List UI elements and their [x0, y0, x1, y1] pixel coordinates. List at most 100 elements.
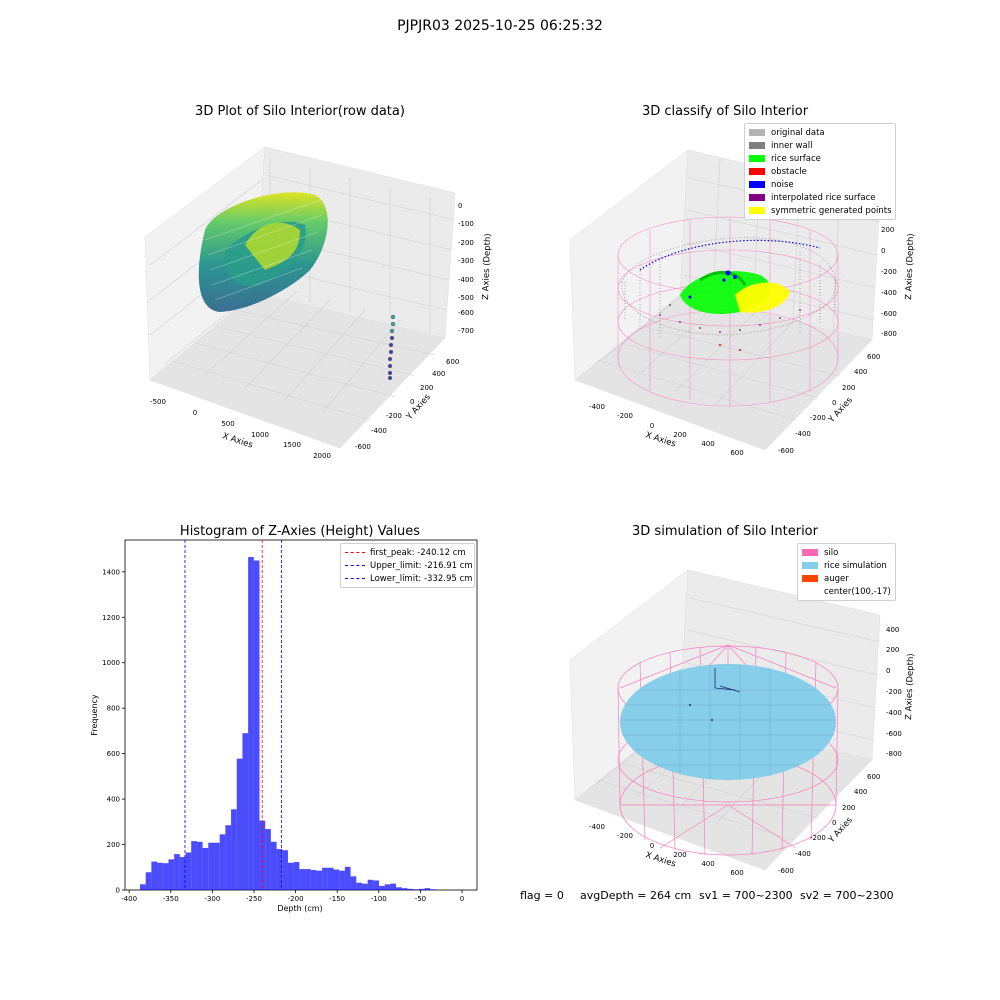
plot2-xtick: -200: [617, 412, 633, 420]
legend-item: symmetric generated points: [745, 204, 895, 217]
plot4-title: 3D simulation of Silo Interior: [632, 524, 818, 539]
legend-swatch: [749, 155, 765, 162]
histogram-bars: [139, 557, 436, 890]
legend-item: center(100,-17): [798, 585, 895, 598]
plot1-ztick: -700: [458, 327, 474, 335]
plot2-ytick: 200: [842, 384, 855, 392]
plot1-ytick: 400: [432, 370, 445, 378]
plot4-ytick: 600: [867, 773, 880, 781]
legend-item: inner wall: [745, 139, 895, 152]
plot1-xtick: -500: [150, 398, 166, 406]
legend-item: original data: [745, 126, 895, 139]
plot4-zlabel: Z Axies (Depth): [904, 653, 916, 720]
plot2-ztick: -400: [881, 289, 897, 297]
histogram-xticks: -400 -350 -300 -250 -200 -150 -100 -50 0: [121, 890, 464, 903]
histogram-xtick-label: -50: [415, 895, 426, 903]
histogram-xtick-label: -300: [204, 895, 220, 903]
legend-item: silo: [798, 546, 895, 559]
plot1-xlabel: X Axies: [221, 431, 254, 450]
legend-swatch: [749, 207, 765, 214]
legend-label: original data: [771, 127, 825, 138]
figure-title: PJPJR03 2025-10-25 06:25:32: [397, 18, 603, 34]
plot3-title: Histogram of Z-Axies (Height) Values: [179, 524, 421, 539]
histogram-bar: [287, 862, 294, 890]
plot2-xtick: 200: [673, 431, 686, 439]
plot4-ytick: -600: [778, 867, 794, 875]
histogram-bar: [293, 862, 300, 890]
histogram-bar: [430, 889, 436, 890]
histogram-bar: [179, 857, 186, 890]
histogram-bar: [373, 880, 380, 890]
histogram-bar: [327, 867, 334, 890]
plot1-ytick: -200: [386, 412, 402, 420]
histogram-bar: [139, 884, 146, 890]
plot2-title: 3D classify of Silo Interior: [641, 104, 809, 119]
legend-item: noise: [745, 178, 895, 191]
histogram-bar: [236, 758, 243, 890]
histogram-bar: [299, 869, 306, 890]
legend-label: obstacle: [771, 166, 807, 177]
histogram-bar: [162, 863, 169, 890]
histogram-bar: [242, 733, 249, 890]
histogram-legend: first_peak: -240.12 cm Upper_limit: -216…: [340, 543, 475, 588]
legend-item: Upper_limit: -216.91 cm: [341, 559, 474, 572]
status-flag: flag = 0: [520, 889, 564, 902]
histogram-bar: [157, 862, 163, 890]
histogram-bar: [208, 842, 214, 890]
plot1-xtick: 500: [221, 420, 234, 428]
histogram-bar: [384, 884, 391, 890]
legend-swatch: [802, 588, 818, 595]
rice-simulation-surface: [620, 664, 836, 780]
plot2-ytick: -400: [795, 430, 811, 438]
legend-item: interpolated rice surface: [745, 191, 895, 204]
histogram-bar: [322, 867, 328, 890]
plot4-xtick: 0: [650, 842, 654, 850]
plot4-ztick: 0: [886, 667, 890, 675]
legend-label: symmetric generated points: [771, 205, 892, 216]
histogram-bar: [168, 859, 175, 890]
plot4-xtick: -200: [617, 832, 633, 840]
plot2-ztick: 200: [881, 226, 894, 234]
plot1-ytick: 200: [420, 384, 433, 392]
plot4-ztick: -600: [886, 730, 902, 738]
histogram-xtick-label: -150: [329, 895, 345, 903]
legend-swatch: [802, 575, 818, 582]
histogram-ytick-label: 200: [107, 841, 120, 849]
plot1-ztick: -100: [458, 220, 474, 228]
histogram-bar: [219, 834, 226, 890]
histogram-xtick-label: -400: [121, 895, 137, 903]
plot4-ztick: -200: [886, 688, 902, 696]
plot1-ztick: 0: [458, 202, 462, 210]
histogram-bar: [253, 560, 260, 890]
plot4-ytick: 400: [854, 788, 867, 796]
histogram-bar: [145, 872, 152, 890]
plot1-ztick: -200: [458, 239, 474, 247]
plot4-legend: silo rice simulation auger center(100,-1…: [797, 543, 896, 601]
plot1-ylabel: Y Axies: [404, 392, 433, 423]
histogram-bar: [265, 829, 271, 890]
plot2-ytick: -600: [778, 447, 794, 455]
histogram-xtick-label: -100: [371, 895, 387, 903]
legend-swatch: [749, 194, 765, 201]
histogram-bar: [185, 852, 192, 890]
histogram-xtick-label: -350: [163, 895, 179, 903]
histogram-bar: [407, 888, 414, 890]
plot2-ztick: 0: [881, 247, 885, 255]
histogram-ytick-label: 400: [107, 796, 120, 804]
histogram-bar: [282, 850, 288, 890]
histogram-ylabel: Frequency: [90, 694, 99, 736]
plot1-zlabel: Z Axies (Depth): [481, 233, 493, 300]
plot1-ztick: -600: [458, 309, 474, 317]
histogram-bar: [361, 883, 368, 890]
legend-swatch: [749, 168, 765, 175]
plot1-ytick: 600: [446, 358, 459, 366]
plot1-xtick: 0: [193, 409, 197, 417]
legend-label: noise: [771, 179, 794, 190]
histogram-bar: [356, 882, 362, 890]
histogram-bar: [270, 841, 277, 890]
histogram-bar: [390, 883, 397, 890]
plot1-ytick: 0: [410, 398, 414, 406]
histogram-bar: [424, 888, 431, 890]
histogram-bar: [310, 870, 317, 890]
histogram-bar: [379, 885, 385, 890]
